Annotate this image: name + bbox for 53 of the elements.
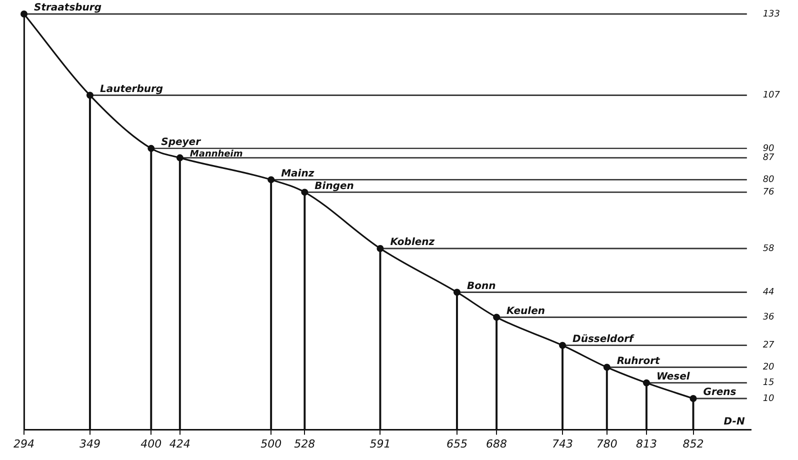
point xyxy=(376,244,384,252)
annotation: Speyer xyxy=(161,137,202,148)
y-tick-label: 44 xyxy=(762,288,775,298)
x-tick-label: 591 xyxy=(370,437,391,450)
y-tick-label: 36 xyxy=(762,312,775,323)
x-tick-label: 813 xyxy=(636,437,657,450)
annotation: D-N xyxy=(724,416,746,428)
annotation: Bonn xyxy=(466,280,496,292)
x-tick-label: 743 xyxy=(552,437,574,450)
point xyxy=(453,288,460,296)
annotation: Straatsburg xyxy=(34,2,102,14)
y-tick-label: 80 xyxy=(762,175,775,186)
annotation: Lauterburg xyxy=(100,84,164,95)
x-tick-label: 424 xyxy=(169,437,190,450)
annotation: Keulen xyxy=(506,306,545,317)
y-tick-label: 76 xyxy=(762,188,775,198)
y-tick-label: 15 xyxy=(762,378,775,388)
y-tick-label: 87 xyxy=(762,153,775,164)
annotation: Ruhrort xyxy=(616,356,662,367)
annotation: Koblenz xyxy=(390,237,435,248)
point xyxy=(603,364,610,371)
annotation: Mainz xyxy=(281,168,314,180)
annotation: Wesel xyxy=(656,372,690,382)
y-tick-label: 20 xyxy=(762,362,775,373)
y-tick-label: 133 xyxy=(762,9,780,20)
point xyxy=(559,342,566,349)
annotation: Mannheim xyxy=(190,149,243,160)
x-tick-label: 294 xyxy=(14,437,34,450)
annotation: Grens xyxy=(703,387,736,398)
annotation: Düsseldorf xyxy=(572,334,636,345)
point xyxy=(690,395,697,402)
x-tick-label: 349 xyxy=(79,437,100,450)
y-tick-label: 10 xyxy=(762,394,775,404)
x-tick-label: 500 xyxy=(260,437,282,450)
x-tick-label: 400 xyxy=(140,437,162,450)
x-tick-label: 688 xyxy=(486,437,508,450)
point xyxy=(493,314,500,321)
x-tick-label: 655 xyxy=(446,437,468,450)
y-tick-label: 58 xyxy=(762,244,775,254)
point xyxy=(642,379,650,386)
point xyxy=(268,176,275,184)
x-tick-label: 780 xyxy=(596,437,618,450)
y-tick-label: 107 xyxy=(762,90,780,101)
y-tick-label: 27 xyxy=(762,340,775,351)
annotation: Bingen xyxy=(314,180,354,192)
point xyxy=(176,154,184,162)
point xyxy=(86,92,94,99)
point xyxy=(20,10,28,18)
point xyxy=(148,144,155,152)
x-tick-label: 528 xyxy=(294,437,316,450)
point xyxy=(301,188,308,196)
x-tick-label: 852 xyxy=(682,437,704,450)
y-tick-label: 90 xyxy=(762,144,775,154)
